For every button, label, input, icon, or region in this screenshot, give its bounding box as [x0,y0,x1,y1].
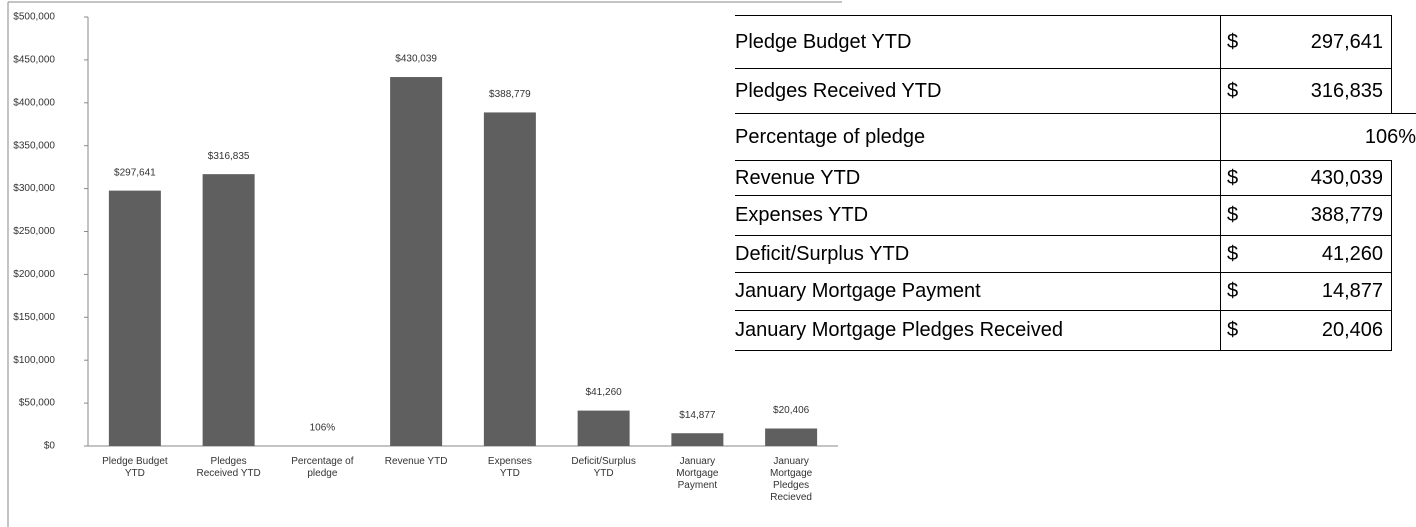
x-tick-box: Deficit/Surplus YTD [571,456,636,479]
y-tick-label: $250,000 [13,226,55,237]
y-tick-label: $300,000 [13,183,55,194]
bar [765,428,818,446]
v-divider [1220,161,1221,196]
y-tick-label: $100,000 [13,355,55,366]
x-tick-label: Pledge Budget YTD [102,456,168,479]
x-tick-box: Percentage of pledge [291,456,354,479]
x-tick-label: January Mortgage Payment [676,456,719,491]
row-label: Revenue YTD [735,166,861,189]
currency: $ [1227,280,1239,302]
amount: 388,779 [1310,204,1383,226]
x-tick-box: Expenses YTD [487,456,532,479]
v-divider [1220,311,1221,351]
table-row: January Mortgage Pledges Received $20,406 [735,310,1392,351]
x-tick-label: January Mortgage Pledges Recieved [770,456,813,503]
value-label: $388,779 [489,89,531,100]
y-tick-label: $450,000 [13,55,55,66]
currency: $ [1227,242,1239,265]
row-label: Expenses YTD [735,204,869,226]
amount: 14,877 [1321,280,1383,302]
table-row: Pledges Received YTD $316,835 [735,68,1392,114]
amount: 20,406 [1321,319,1383,341]
bar [390,77,443,446]
x-tick-label: Percentage of pledge [291,456,354,479]
x-tick-box: Pledges Received YTD [196,456,261,479]
bar [108,190,161,446]
amount: 41,260 [1321,242,1383,265]
v-divider [1220,196,1221,236]
x-tick-label: Revenue YTD [384,456,448,467]
amount: 316,835 [1310,79,1383,102]
x-tick-box: January Mortgage Pledges Recieved [770,456,813,503]
y-tick-label: $0 [44,441,56,452]
row-label: January Mortgage Pledges Received [735,319,1063,341]
x-tick-box: January Mortgage Payment [676,456,719,491]
row-label: Pledges Received YTD [735,79,942,102]
x-tick-label: Deficit/Surplus YTD [571,456,636,479]
amount: 430,039 [1310,166,1383,189]
currency: $ [1227,204,1239,226]
table-row: Expenses YTD $388,779 [735,195,1392,236]
table-bottom [735,350,1392,351]
y-tick-label: $500,000 [13,12,55,23]
currency: $ [1227,319,1239,341]
table-row: Pledge Budget YTD $297,641 [735,15,1392,69]
v-divider [1220,273,1221,311]
table-row: Deficit/Surplus YTD $41,260 [735,235,1392,273]
table-row: Revenue YTD $430,039 [735,160,1392,196]
amount: 297,641 [1310,30,1383,53]
y-tick-label: $400,000 [13,97,55,108]
row-label: January Mortgage Payment [735,280,981,302]
value-label: $14,877 [679,410,716,421]
y-tick-label: $50,000 [19,398,56,409]
v-divider [1220,69,1221,114]
currency: $ [1227,166,1239,189]
row-label: Percentage of pledge [735,125,926,148]
row-label: Pledge Budget YTD [735,30,912,53]
bar [671,433,724,446]
table-row: January Mortgage Payment $14,877 [735,272,1392,311]
x-tick-box: Pledge Budget YTD [102,456,168,479]
v-divider [1220,114,1221,161]
value-label: $20,406 [773,405,810,416]
value-label: $41,260 [586,387,623,398]
v-divider [1220,16,1221,69]
value-label: $316,835 [208,151,250,162]
x-tick-box: Revenue YTD [384,456,448,467]
y-tick-label: $350,000 [13,140,55,151]
currency: $ [1227,30,1239,53]
chart: $0 $50,000 $100,000 $150,000 $200,000 $250,00… [7,1,842,527]
row-label: Deficit/Surplus YTD [735,242,910,265]
table-row: Percentage of pledge 106% [735,113,1416,161]
x-tick-label: Expenses YTD [487,456,532,479]
amount: 106% [1364,125,1416,148]
value-label: $297,641 [114,167,156,178]
y-tick-label: $200,000 [13,269,55,280]
y-tick-label: $150,000 [13,312,55,323]
v-divider [1220,236,1221,273]
bar [577,410,630,446]
bar [202,174,255,446]
x-tick-label: Pledges Received YTD [196,456,261,479]
value-label: $430,039 [395,54,437,65]
bar [483,112,536,447]
currency: $ [1227,79,1239,102]
value-label: 106% [310,423,336,434]
